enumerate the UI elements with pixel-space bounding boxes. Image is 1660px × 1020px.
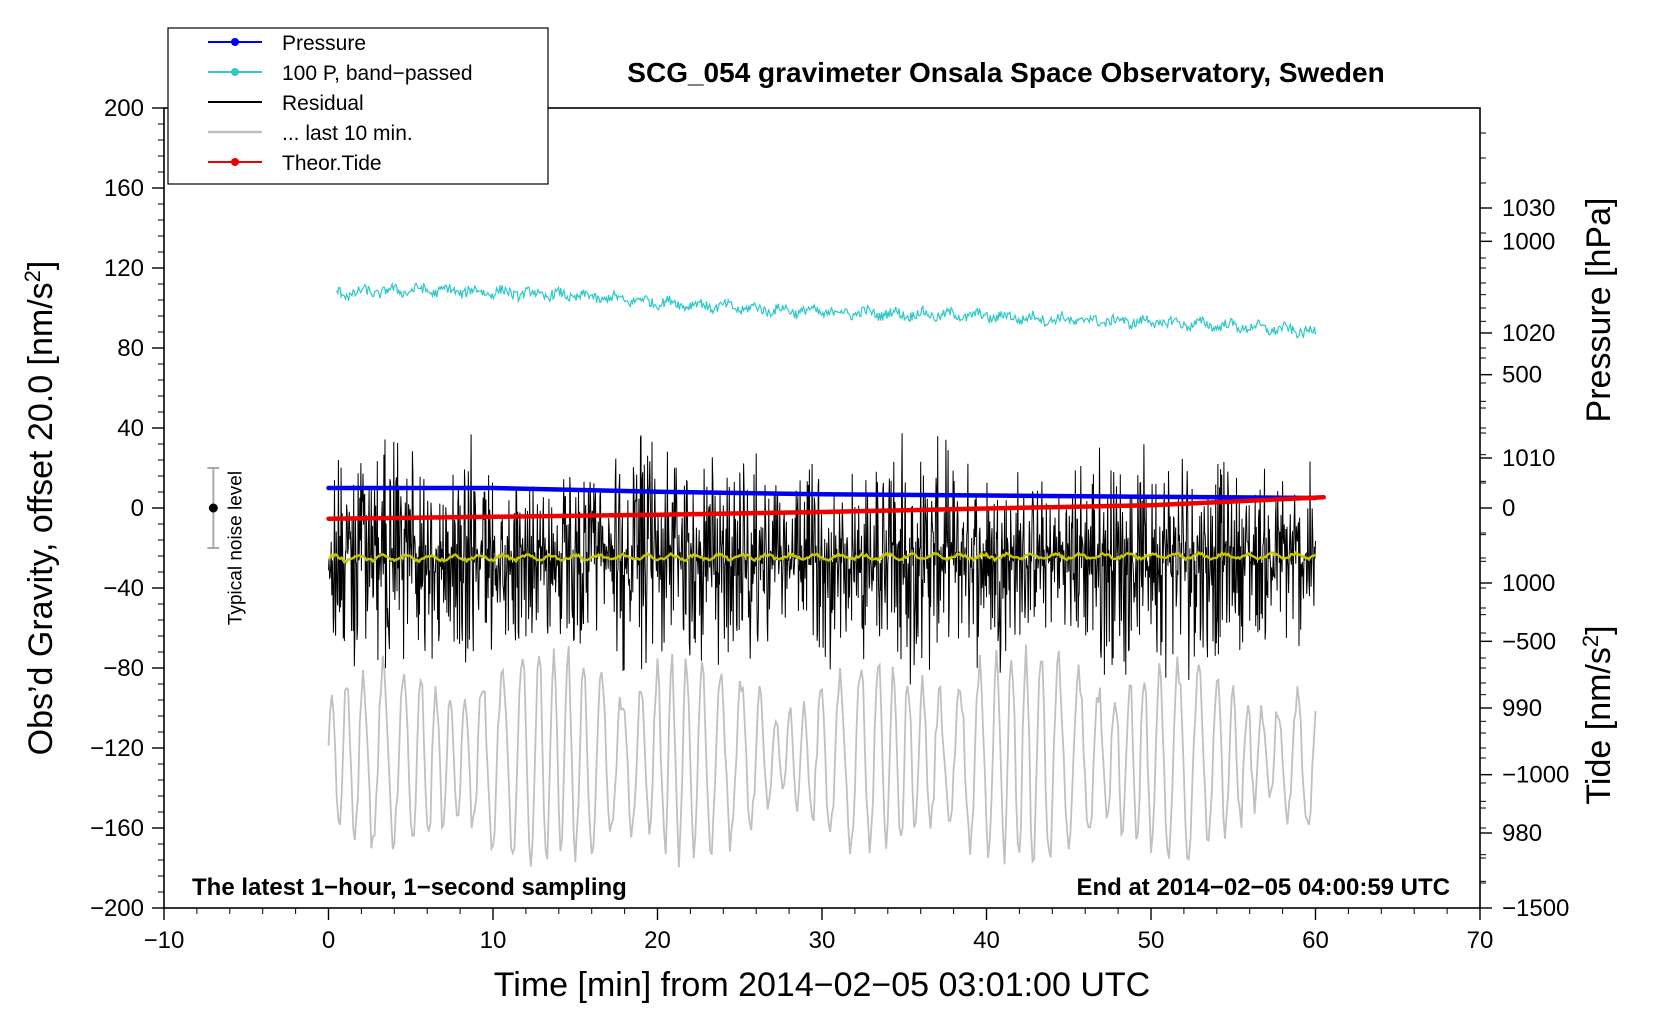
legend-label: 100 P, band−passed xyxy=(282,62,473,85)
tide-tick-label: −1000 xyxy=(1502,762,1569,789)
pressure-axis-title: Pressure [hPa] xyxy=(1580,198,1618,423)
tide-axis-title-main: Tide [nm/s xyxy=(1580,647,1618,804)
legend-swatch-marker xyxy=(231,158,239,166)
series-layer xyxy=(326,281,1326,868)
y-axis-left: 200 160 120 80 40 0 −40 −80 −120 −160 −200 xyxy=(90,95,164,922)
x-tick-label: 50 xyxy=(1138,927,1165,954)
y-tick-label: −160 xyxy=(90,815,144,842)
legend-label: Residual xyxy=(282,92,364,115)
legend-label: ... last 10 min. xyxy=(282,122,413,145)
tide-axis-title-sup: 2 xyxy=(1578,635,1603,647)
noise-level-label: Typical noise level xyxy=(225,471,246,625)
y-axis-title-sup: 2 xyxy=(20,270,45,282)
tide-tick-label: 1000 xyxy=(1502,228,1555,255)
y-tick-label: −200 xyxy=(90,895,144,922)
x-axis-title: Time [min] from 2014−02−05 03:01:00 UTC xyxy=(494,966,1150,1004)
y-tick-label: 40 xyxy=(117,415,144,442)
y-axis-title-end: ] xyxy=(22,261,60,270)
legend-box xyxy=(167,27,549,185)
legend-bandpassed: 100 P, band−passed xyxy=(208,62,473,85)
y-tick-label: 0 xyxy=(131,495,144,522)
x-tick-label: −10 xyxy=(144,927,185,954)
tide-axis-title-end: ] xyxy=(1580,625,1618,634)
y-tick-label: −40 xyxy=(103,575,144,602)
pressure-tick-label: 990 xyxy=(1502,695,1542,722)
series-smoothed-residual-line xyxy=(328,550,1317,564)
x-tick-label: 10 xyxy=(480,927,507,954)
y-tick-label: −80 xyxy=(103,655,144,682)
legend-pressure: Pressure xyxy=(208,32,366,55)
x-tick-label: 60 xyxy=(1302,927,1329,954)
y-tick-label: −120 xyxy=(90,735,144,762)
end-time-annotation: End at 2014−02−05 04:00:59 UTC xyxy=(1076,874,1450,901)
tide-axis: 1000 500 0 −500 −1000 −1500 xyxy=(1480,228,1569,922)
tide-tick-label: 500 xyxy=(1502,362,1542,389)
x-tick-label: 0 xyxy=(322,927,335,954)
noise-bar-center xyxy=(208,503,218,513)
legend-last-10-min: ... last 10 min. xyxy=(208,122,413,145)
legend-label: Pressure xyxy=(282,32,366,55)
tide-tick-label: 0 xyxy=(1502,495,1515,522)
series-bandpassed-pressure-line xyxy=(336,281,1317,339)
legend: Pressure 100 P, band−passed Residual ... la… xyxy=(167,27,549,185)
legend-swatch-marker xyxy=(231,68,239,76)
legend-theor-tide: Theor.Tide xyxy=(208,152,382,175)
pressure-tick-label: 1030 xyxy=(1502,195,1555,222)
x-tick-label: 20 xyxy=(644,927,671,954)
chart-title: SCG_054 gravimeter Onsala Space Observat… xyxy=(627,57,1384,88)
pressure-tick-label: 1020 xyxy=(1502,320,1555,347)
x-tick-label: 70 xyxy=(1467,927,1494,954)
x-axis: −10 0 10 20 30 40 50 60 70 xyxy=(144,908,1494,954)
noise-level-indicator xyxy=(207,467,220,549)
y-axis-title: Obs’d Gravity, offset 20.0 [nm/s2] xyxy=(20,261,61,756)
pressure-tick-label: 1010 xyxy=(1502,445,1555,472)
legend-label: Theor.Tide xyxy=(282,152,382,175)
series-pressure-line xyxy=(326,485,1318,501)
tide-tick-label: −1500 xyxy=(1502,895,1569,922)
y-tick-label: 120 xyxy=(104,255,144,282)
y-tick-label: 80 xyxy=(117,335,144,362)
series-last-10-min-line xyxy=(327,644,1317,868)
x-tick-label: 30 xyxy=(809,927,836,954)
pressure-axis: 1030 1020 1010 1000 990 980 xyxy=(1480,132,1555,884)
series-theoretical-tide-line xyxy=(326,495,1326,521)
tide-axis-title: Tide [nm/s2] xyxy=(1578,625,1619,804)
tide-tick-label: −500 xyxy=(1502,628,1556,655)
sampling-annotation: The latest 1−hour, 1−second sampling xyxy=(192,874,627,901)
x-tick-label: 40 xyxy=(973,927,1000,954)
y-tick-label: 200 xyxy=(104,95,144,122)
pressure-tick-label: 980 xyxy=(1502,820,1542,847)
y-tick-label: 160 xyxy=(104,175,144,202)
legend-residual: Residual xyxy=(208,92,364,115)
pressure-tick-label: 1000 xyxy=(1502,570,1555,597)
y-axis-title-main: Obs’d Gravity, offset 20.0 [nm/s xyxy=(22,282,60,755)
legend-swatch-marker xyxy=(231,38,239,46)
